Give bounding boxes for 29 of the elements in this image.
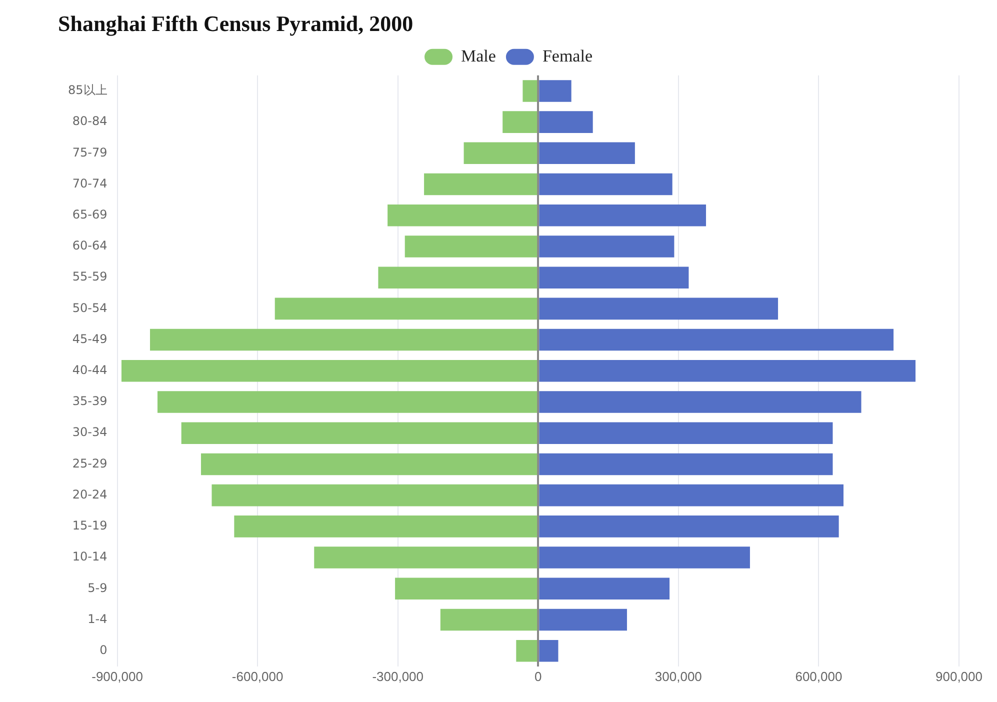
y-tick-label: 15-19 — [72, 518, 108, 533]
y-tick-label: 70-74 — [72, 176, 108, 190]
y-tick-label: 60-64 — [72, 238, 108, 253]
y-tick-label: 75-79 — [72, 145, 108, 160]
y-tick-label: 65-69 — [72, 208, 108, 222]
y-tick-label: 5-9 — [88, 580, 108, 595]
y-tick-label: 10-14 — [72, 550, 108, 564]
y-tick-label: 25-29 — [72, 456, 108, 470]
x-tick-label: -300,000 — [372, 668, 424, 684]
x-tick-label: 900,000 — [936, 668, 982, 684]
y-tick-label: 85以上 — [68, 83, 108, 98]
y-tick-label: 45-49 — [72, 332, 108, 346]
legend-label: Male — [461, 46, 496, 66]
x-tick-label: 300,000 — [654, 668, 702, 684]
y-tick-label: 1-4 — [88, 612, 108, 626]
x-tick-label: -900,000 — [92, 668, 143, 684]
y-tick-label: 0 — [100, 642, 108, 657]
x-tick-label: -600,000 — [232, 668, 284, 684]
legend-label: Female — [542, 46, 592, 66]
y-tick-label: 30-34 — [72, 425, 108, 440]
y-tick-label: 80-84 — [72, 114, 108, 128]
y-tick-label: 20-24 — [72, 487, 108, 502]
y-tick-label: 55-59 — [72, 270, 108, 284]
y-tick-label: 40-44 — [72, 363, 108, 378]
chart-title: Shanghai Fifth Census Pyramid, 2000 — [58, 10, 414, 36]
x-tick-label: 0 — [534, 668, 542, 684]
y-tick-label: 50-54 — [72, 300, 108, 315]
y-tick-label: 35-39 — [72, 394, 108, 408]
x-tick-label: 600,000 — [795, 668, 842, 684]
